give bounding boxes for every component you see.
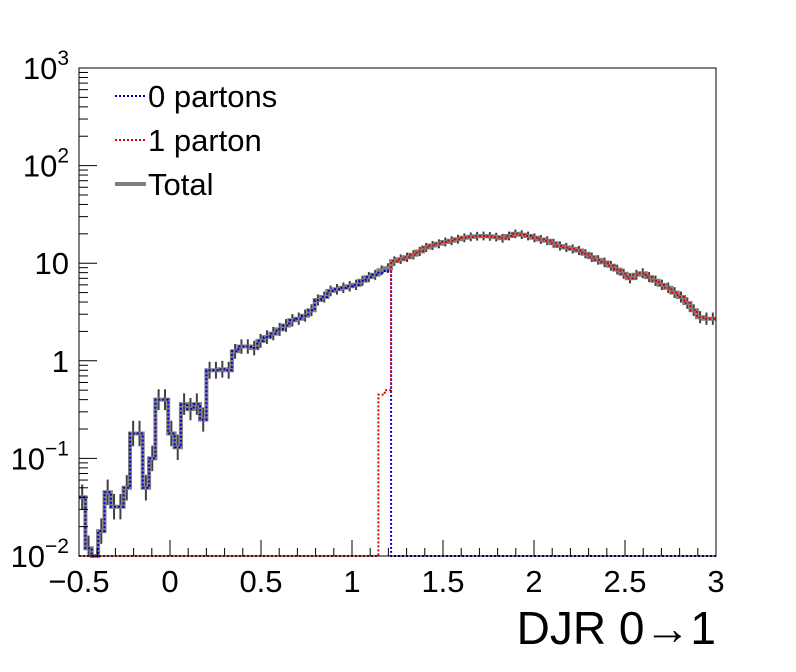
x-tick-label-0: −0.5 [48, 564, 109, 599]
x-tick-label-1: 0 [161, 564, 178, 599]
x-tick-label-2: 0.5 [239, 564, 282, 599]
y-tick-label-1: 10−1 [11, 437, 69, 476]
y-tick-label-2: 1 [52, 344, 69, 379]
y-tick-label-4: 102 [23, 145, 69, 184]
y-tick-label-5: 103 [23, 47, 69, 86]
series-line-1-parton [79, 232, 716, 557]
x-axis-title: DJR 0→1 [517, 602, 716, 654]
x-tick-label-7: 3 [707, 564, 724, 599]
series-line-total [79, 231, 716, 558]
x-tick-label-5: 2 [525, 564, 542, 599]
y-tick-label-3: 10 [35, 246, 69, 281]
x-tick-label-6: 2.5 [603, 564, 646, 599]
legend: 0 partons 1 parton Total [115, 79, 277, 202]
x-tick-label-4: 1.5 [421, 564, 464, 599]
axis-ticks: −0.5 0 0.5 1 1.5 2 2.5 3 10−2 10−1 1 10 102 103 [11, 47, 725, 599]
plot-frame [78, 67, 717, 557]
series-line-0-partons [79, 269, 716, 557]
x-tick-label-3: 1 [343, 564, 360, 599]
legend-label-2: Total [148, 167, 213, 202]
legend-label-0: 0 partons [148, 79, 277, 114]
legend-label-1: 1 parton [148, 123, 262, 158]
y-tick-label-0: 10−2 [11, 535, 69, 574]
plot-border [78, 67, 717, 557]
series-layer [79, 229, 716, 558]
